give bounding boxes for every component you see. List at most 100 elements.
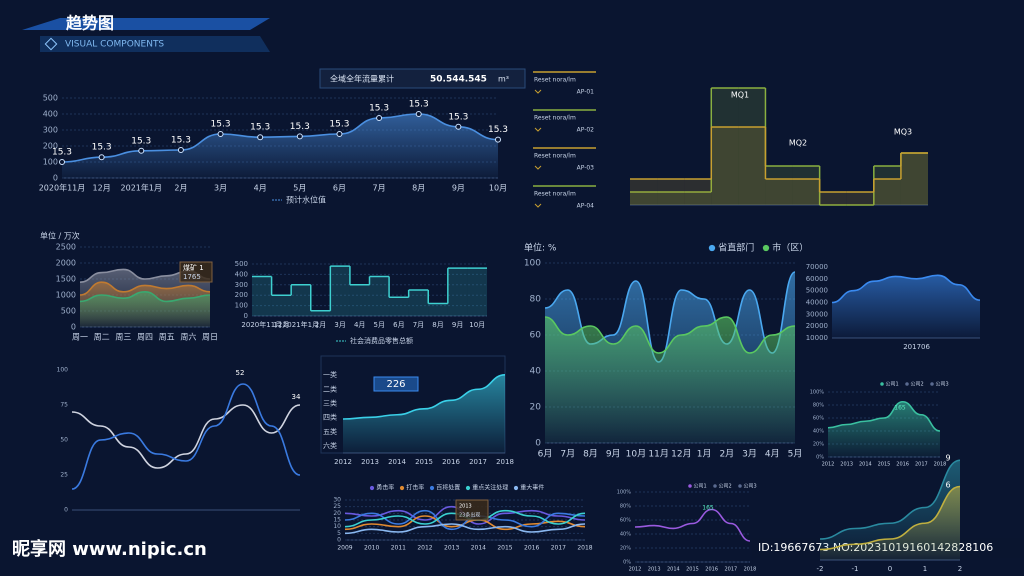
y-tick-label: 30 <box>333 497 341 504</box>
x-tick-label: 周五 <box>159 333 175 342</box>
x-tick-label: 4月 <box>354 321 365 329</box>
y-tick-label: 40% <box>620 532 631 538</box>
x-tick-label: 2015 <box>878 462 891 468</box>
y-tick-label: 2000 <box>56 259 76 268</box>
y-tick-label: 2500 <box>56 243 76 252</box>
x-tick-label: 8月 <box>583 449 598 460</box>
page-title: 趋势图 <box>66 14 114 33</box>
y-category-label: 三类 <box>323 398 337 407</box>
y-tick-label: 100 <box>57 367 69 374</box>
y-tick-label: 70000 <box>806 263 828 271</box>
x-tick-label: 2021年1月 <box>283 320 319 329</box>
x-tick-label: 9月 <box>452 184 465 193</box>
x-tick-label: 3月 <box>334 321 345 329</box>
x-tick-label: 2月 <box>174 184 187 193</box>
x-tick-label: 2014 <box>859 462 872 468</box>
y-tick-label: 60% <box>813 416 824 422</box>
x-tick-label: 2017 <box>915 462 928 468</box>
y-tick-label: 0 <box>53 174 58 183</box>
step-fill <box>630 192 658 205</box>
x-tick-label: 周四 <box>137 333 153 342</box>
annotation: 15.3 <box>329 120 349 130</box>
step-fill <box>447 268 468 316</box>
legend-swatch <box>762 244 770 252</box>
y-tick-label: 75 <box>60 402 68 409</box>
area <box>62 114 498 178</box>
y-tick-label: 40000 <box>806 299 828 307</box>
area <box>832 275 980 338</box>
step-fill <box>873 179 901 205</box>
line <box>819 485 961 551</box>
y-tick-label: 100 <box>524 259 541 269</box>
x-tick-label: 2015 <box>415 458 433 466</box>
annotation: 52 <box>236 369 245 377</box>
y-tick-label: 200 <box>235 291 248 299</box>
side-label: Reset nora/lm <box>534 77 576 84</box>
side-chevron <box>534 127 542 132</box>
header-bar <box>22 18 270 30</box>
x-tick-label: 2014 <box>388 458 406 466</box>
x-tick-label: -1 <box>852 565 859 573</box>
legend-swatch <box>369 485 375 491</box>
step-fill <box>684 179 712 205</box>
x-tick-label: 2013 <box>444 545 459 552</box>
x-tick-label: 周一 <box>72 333 88 342</box>
y-tick-label: 15 <box>333 517 341 524</box>
annotation: 6 <box>945 481 950 490</box>
step-fill <box>711 88 739 205</box>
point <box>415 111 422 117</box>
point <box>138 147 145 154</box>
x-tick-label: 7月 <box>373 184 386 193</box>
x-tick-label: 2016 <box>896 462 909 468</box>
tooltip-value: 23条出现 <box>459 512 480 519</box>
y-tick-label: 20000 <box>806 322 828 330</box>
x-tick-label: 11月 <box>648 449 668 460</box>
step-fill <box>900 153 928 205</box>
annotation: 15.3 <box>171 136 191 146</box>
y-tick-label: 25 <box>333 503 341 510</box>
legend-swatch <box>905 382 909 386</box>
point <box>296 133 303 140</box>
side-chevron <box>534 89 542 94</box>
side-label: Reset nora/lm <box>534 115 576 122</box>
y-category-label: 五类 <box>323 427 337 436</box>
legend-label: 公司2 <box>911 382 924 388</box>
x-tick-label: 2017 <box>469 458 487 466</box>
step-fill <box>792 179 820 205</box>
x-tick-label: 3月 <box>214 184 227 193</box>
x-tick-label: 8月 <box>432 321 443 329</box>
point <box>217 131 224 137</box>
x-tick-label: 2 <box>958 565 962 573</box>
annotation: 9 <box>945 454 950 463</box>
point <box>59 159 65 165</box>
y-tick-label: 0 <box>337 537 341 544</box>
point <box>495 136 501 143</box>
step-fill <box>428 303 448 316</box>
line <box>342 374 506 420</box>
watermark-site: 昵享网 www.nipic.cn <box>12 538 207 560</box>
y-tick-label: 400 <box>43 110 58 119</box>
x-tick-label: 2017 <box>724 567 737 573</box>
tooltip-box <box>455 499 489 521</box>
y-tick-label: 20 <box>530 403 542 413</box>
y-tick-label: 5 <box>337 530 341 537</box>
y-tick-label: 100 <box>43 158 58 167</box>
x-tick-label: 周三 <box>115 333 131 342</box>
annotation-box <box>373 376 419 392</box>
line <box>61 113 499 163</box>
annotation: 15.3 <box>250 123 270 133</box>
y-tick-label: 40% <box>813 429 824 435</box>
legend-label: 省直部门 <box>718 242 754 254</box>
area <box>545 317 795 443</box>
x-tick-label: 周六 <box>180 332 196 342</box>
legend-label: 公司1 <box>886 382 899 388</box>
y-tick-label: 80 <box>530 295 542 305</box>
step-fill <box>291 284 311 316</box>
x-tick-label: 2020年11月 <box>39 183 86 193</box>
x-tick-label: 9月 <box>606 449 621 460</box>
y-tick-label: 500 <box>43 94 58 103</box>
area <box>828 401 940 457</box>
x-tick-label: 0 <box>888 565 892 573</box>
legend-swatch <box>880 382 884 386</box>
x-tick-label: 2月 <box>315 321 326 329</box>
